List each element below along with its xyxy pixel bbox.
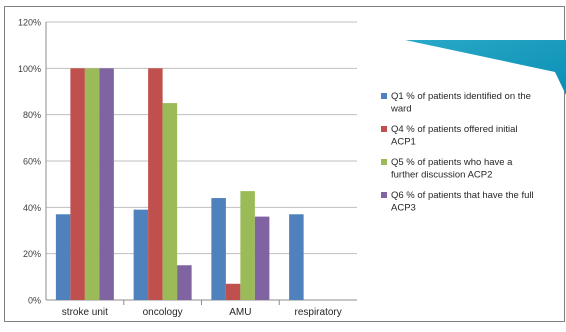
y-tick-label: 120%: [18, 18, 41, 28]
bar: [148, 68, 163, 300]
legend-swatch: [381, 159, 387, 165]
x-tick-label: oncology: [143, 307, 183, 318]
x-tick-label: stroke unit: [62, 307, 108, 318]
y-tick-label: 100%: [18, 64, 41, 74]
y-tick-label: 20%: [23, 249, 41, 259]
legend-label: Q4 % of patients offered initial ACP1: [391, 124, 518, 148]
bar: [177, 265, 192, 300]
x-tick-label: AMU: [229, 307, 251, 318]
chart-border: [4, 6, 565, 322]
bar: [99, 68, 114, 300]
bar: [211, 198, 226, 300]
y-tick-label: 80%: [23, 110, 41, 120]
bar: [70, 68, 85, 300]
bar: [162, 103, 178, 300]
bar: [55, 214, 71, 300]
legend-label: Q6 % of patients that have the full ACP3: [391, 190, 534, 214]
x-tick-label: respiratory: [295, 307, 342, 318]
decorative-corner-shape: [405, 40, 566, 95]
y-tick-label: 0%: [28, 296, 41, 306]
bar: [84, 68, 100, 300]
y-tick-label: 40%: [23, 203, 41, 213]
bar: [240, 191, 255, 300]
legend-swatch: [381, 93, 387, 99]
legend-label: Q5 % of patients who have a further discu…: [391, 157, 513, 181]
bar: [254, 216, 270, 300]
legend-swatch: [381, 192, 387, 198]
bar: [133, 209, 149, 300]
y-tick-label: 60%: [23, 157, 41, 167]
bar: [289, 214, 304, 300]
legend-label: Q1 % of patients identified on the ward: [390, 91, 531, 115]
bar: [225, 283, 241, 300]
legend-swatch: [381, 126, 387, 132]
